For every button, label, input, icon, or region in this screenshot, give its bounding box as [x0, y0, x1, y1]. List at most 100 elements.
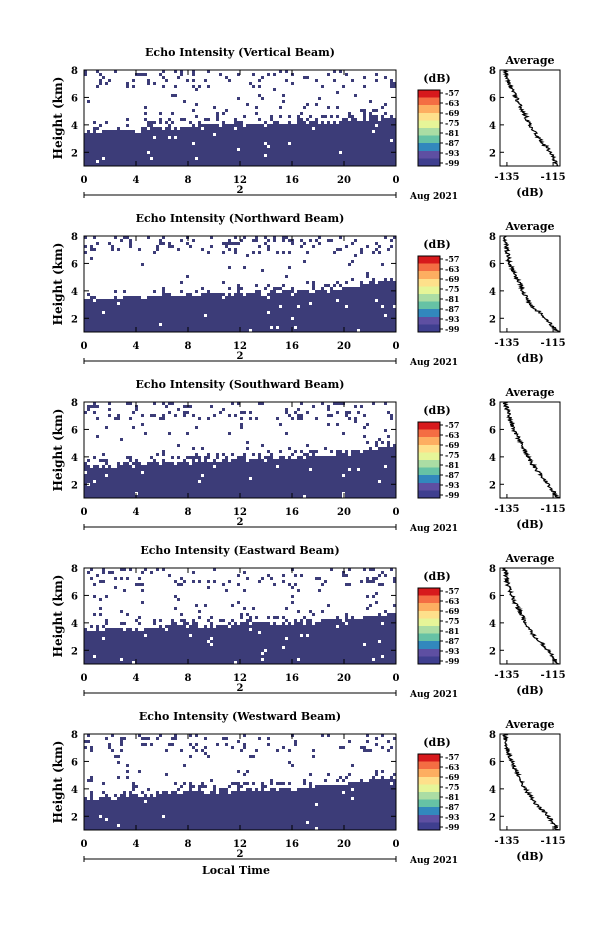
date-label: Aug 2021	[409, 192, 458, 202]
colorbar-swatch	[418, 754, 440, 763]
colorbar-tick-label: -87	[445, 138, 459, 148]
x-tick-label: 0	[81, 673, 88, 684]
colorbar-tick-label: -99	[445, 324, 460, 334]
colorbar-frame	[417, 421, 441, 499]
colorbar-tick-label: -99	[445, 490, 460, 500]
profile-line	[502, 69, 559, 167]
date-day-label: 2	[237, 849, 244, 860]
colorbar-swatch	[418, 799, 440, 808]
colorbar-swatch	[418, 610, 440, 619]
x-tick-label: 16	[285, 839, 299, 850]
profile-y-tick-label: 2	[489, 646, 496, 657]
y-tick-label: 8	[71, 730, 78, 741]
y-axis-label: Height (km)	[51, 243, 65, 326]
x-tick-label: 20	[337, 175, 351, 186]
colorbar-tick-label: -87	[445, 304, 459, 314]
colorbar-unit: (dB)	[423, 570, 450, 583]
colorbar-swatch	[418, 633, 440, 642]
colorbar-swatch	[418, 429, 440, 438]
colorbar-tick-label: -81	[445, 294, 459, 304]
profile-y-tick-label: 8	[489, 66, 496, 77]
profile-y-tick-label: 2	[489, 314, 496, 325]
profile-title: Average	[504, 54, 554, 67]
y-tick-label: 6	[71, 425, 78, 436]
y-tick-label: 2	[71, 812, 78, 823]
profile-line	[502, 401, 561, 499]
date-label: Aug 2021	[409, 524, 458, 534]
colorbar-tick-label: -81	[445, 626, 459, 636]
colorbar-unit: (dB)	[423, 238, 450, 251]
x-tick-label: 0	[393, 341, 400, 352]
profile-y-tick-label: 4	[489, 121, 496, 132]
x-tick-label: 20	[337, 341, 351, 352]
x-tick-label: 0	[393, 175, 400, 186]
heatmap	[84, 236, 396, 332]
colorbar-tick-label: -75	[445, 450, 459, 460]
profile-y-tick-label: 4	[489, 785, 496, 796]
colorbar-tick-label: -93	[445, 646, 460, 656]
colorbar-tick-label: -63	[445, 762, 460, 772]
colorbar-swatch	[418, 761, 440, 770]
date-day-label: 2	[237, 517, 244, 528]
profile-title: Average	[504, 718, 554, 731]
profile-x-tick-label: -115	[541, 172, 566, 183]
colorbar-tick-label: -81	[445, 792, 459, 802]
colorbar-tick-label: -57	[445, 420, 459, 430]
colorbar-swatch	[418, 309, 440, 318]
colorbar-swatch	[418, 769, 440, 778]
colorbar-swatch	[418, 422, 440, 431]
profile-y-tick-label: 2	[489, 480, 496, 491]
profile-y-tick-label: 6	[489, 425, 496, 436]
y-tick-label: 8	[71, 232, 78, 243]
x-tick-label: 16	[285, 507, 299, 518]
heatmap-title: Echo Intensity (Northward Beam)	[136, 212, 345, 225]
colorbar-swatch	[418, 792, 440, 801]
colorbar-swatch	[418, 256, 440, 265]
y-tick-label: 2	[71, 646, 78, 657]
heatmap-cells	[84, 402, 396, 498]
y-tick-label: 2	[71, 314, 78, 325]
colorbar-swatch	[418, 105, 440, 114]
profile-line	[502, 733, 560, 831]
colorbar-swatch	[418, 135, 440, 144]
x-tick-label: 0	[81, 839, 88, 850]
colorbar-swatch	[418, 814, 440, 823]
colorbar-tick-label: -63	[445, 596, 460, 606]
heatmap-title: Echo Intensity (Vertical Beam)	[145, 46, 335, 59]
profile-frame	[499, 733, 561, 831]
colorbar-tick-label: -81	[445, 128, 459, 138]
x-tick-label: 12	[233, 507, 247, 518]
colorbar-swatch	[418, 822, 440, 831]
y-axis-label: Height (km)	[51, 77, 65, 160]
x-tick-label: 0	[393, 507, 400, 518]
y-tick-label: 4	[71, 619, 78, 630]
colorbar-swatch	[418, 271, 440, 280]
heatmap-cells	[84, 70, 396, 166]
colorbar-swatch	[418, 467, 440, 476]
colorbar-swatch	[418, 482, 440, 491]
colorbar-tick-label: -93	[445, 314, 460, 324]
colorbar-tick-label: -87	[445, 802, 459, 812]
date-label: Aug 2021	[409, 856, 458, 866]
x-tick-label: 4	[133, 673, 140, 684]
heatmap	[84, 402, 396, 498]
colorbar-swatch	[418, 626, 440, 635]
colorbar-tick-label: -63	[445, 98, 460, 108]
profile-x-tick-label: -115	[541, 670, 566, 681]
x-tick-label: 8	[185, 175, 192, 186]
y-tick-label: 8	[71, 398, 78, 409]
colorbar-tick-label: -69	[445, 108, 460, 118]
colorbar-tick-label: -75	[445, 118, 459, 128]
x-tick-label: 16	[285, 341, 299, 352]
colorbar-tick-label: -99	[445, 656, 460, 666]
date-day-label: 2	[237, 683, 244, 694]
profile-y-tick-label: 4	[489, 619, 496, 630]
colorbar-swatch	[418, 278, 440, 287]
x-tick-label: 4	[133, 507, 140, 518]
date-label: Aug 2021	[409, 358, 458, 368]
y-tick-label: 4	[71, 785, 78, 796]
colorbar-tick-label: -57	[445, 586, 459, 596]
colorbar-frame	[417, 753, 441, 831]
heatmap	[84, 568, 396, 664]
